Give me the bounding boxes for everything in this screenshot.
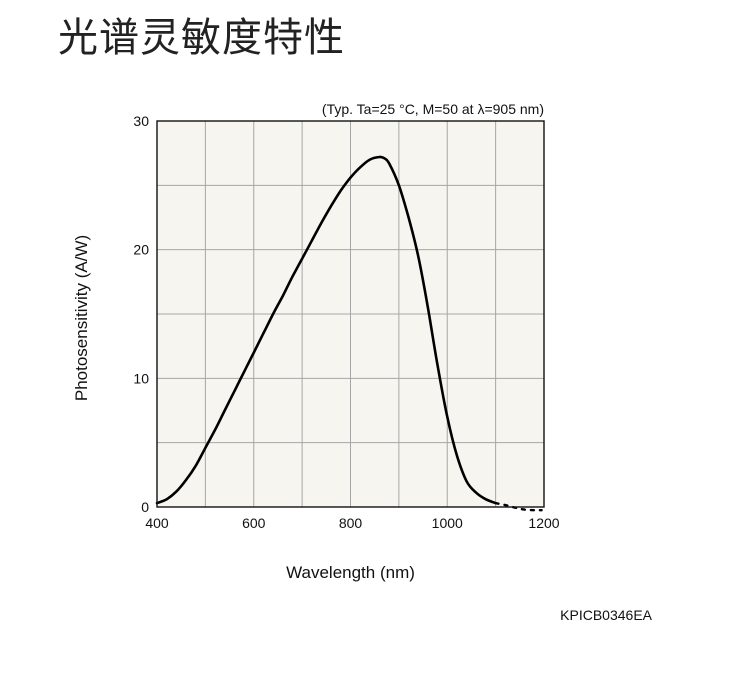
y-tick-label: 20 <box>133 242 149 258</box>
y-tick-label: 0 <box>141 499 149 515</box>
x-tick-label: 1000 <box>432 515 463 531</box>
curve-layer <box>155 155 543 512</box>
y-tick-labels: 0 10 20 30 <box>133 113 149 515</box>
y-axis-label: Photosensitivity (A/W) <box>72 235 91 401</box>
x-tick-label: 400 <box>145 515 169 531</box>
page-title: 光谱灵敏度特性 <box>58 15 345 61</box>
x-tick-labels: 400 600 800 1000 1200 <box>145 515 559 531</box>
x-tick-label: 1200 <box>528 515 559 531</box>
figure-code: KPICB0346EA <box>560 607 652 623</box>
x-tick-label: 800 <box>339 515 363 531</box>
x-axis-label: Wavelength (nm) <box>286 563 415 582</box>
photosensitivity-curve-line <box>155 155 497 505</box>
y-tick-label: 10 <box>133 370 149 386</box>
y-tick-label: 30 <box>133 113 149 129</box>
measurement-conditions: (Typ. Ta=25 °C, M=50 at λ=905 nm) <box>322 101 544 117</box>
plot-frame <box>156 120 545 508</box>
extrapolated-curve-line <box>494 501 543 512</box>
x-tick-label: 600 <box>242 515 266 531</box>
